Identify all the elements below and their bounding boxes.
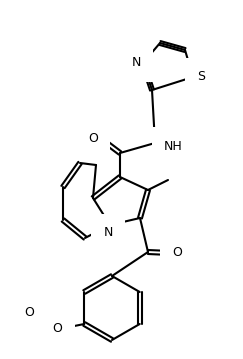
Text: O: O [88,131,98,145]
Text: S: S [197,70,205,84]
Text: NH: NH [164,140,183,153]
Text: N: N [103,227,113,239]
Text: O: O [24,306,34,318]
Text: O: O [52,322,62,336]
Text: O: O [172,247,182,260]
Text: N: N [131,56,141,70]
